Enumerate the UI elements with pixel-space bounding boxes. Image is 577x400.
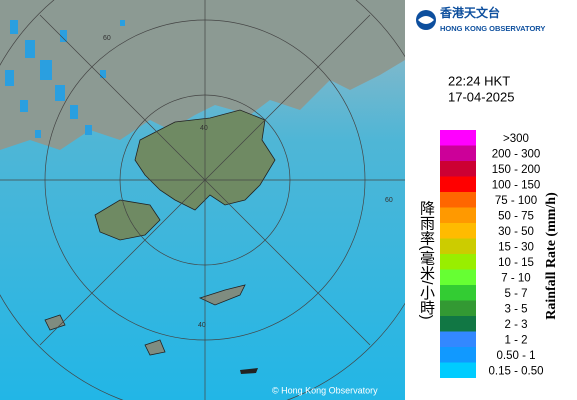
- legend-label: 0.50 - 1: [497, 350, 536, 362]
- ring-label: 40: [200, 125, 208, 132]
- lantau: [94, 199, 161, 241]
- legend-label: 2 - 3: [504, 319, 527, 331]
- legend-label: 1 - 2: [504, 334, 527, 346]
- legend-label: 0.15 - 0.50: [489, 365, 544, 377]
- legend-label: 10 - 15: [498, 257, 534, 269]
- range-rings: [0, 0, 405, 400]
- copyright: © Hong Kong Observatory: [272, 385, 378, 395]
- legend-label: 30 - 50: [498, 226, 534, 238]
- radar-map: 60 40 60 40 © Hong Kong Observatory: [0, 0, 405, 400]
- logo: 香港天文台 HONG KONG OBSERVATORY: [416, 5, 545, 33]
- legend-label: 3 - 5: [504, 303, 527, 315]
- legend-swatch: [440, 223, 476, 239]
- date: 17-04-2025: [448, 89, 515, 104]
- legend-label: >300: [503, 133, 529, 145]
- legend-swatch: [440, 362, 476, 378]
- ring-label: 60: [103, 35, 111, 42]
- island: [240, 368, 258, 374]
- legend-title-english: Rainfall Rate (mm/h): [544, 192, 559, 320]
- legend: >300 200 - 300 150 - 200 100 - 150 75 - 100 5…: [440, 130, 543, 378]
- island: [198, 284, 246, 306]
- legend-swatch: [440, 347, 476, 363]
- legend-label: 7 - 10: [501, 272, 530, 284]
- island: [44, 314, 66, 331]
- legend-label: 200 - 300: [492, 148, 541, 160]
- legend-label: 50 - 75: [498, 210, 534, 222]
- legend-swatch: [440, 192, 476, 208]
- legend-swatch: [440, 145, 476, 161]
- legend-swatch: [440, 254, 476, 270]
- legend-swatch: [440, 285, 476, 301]
- legend-swatch: [440, 238, 476, 254]
- legend-swatch: [440, 176, 476, 192]
- mainland: [0, 0, 405, 150]
- legend-swatch: [440, 161, 476, 177]
- legend-label: 15 - 30: [498, 241, 534, 253]
- legend-swatch: [440, 300, 476, 316]
- logo-english: HONG KONG OBSERVATORY: [440, 24, 545, 33]
- ring-label: 40: [198, 322, 206, 329]
- legend-label: 5 - 7: [504, 288, 527, 300]
- legend-swatch: [440, 316, 476, 332]
- logo-chinese: 香港天文台: [439, 5, 500, 20]
- legend-label: 150 - 200: [492, 164, 541, 176]
- legend-title-chinese: 降雨率(毫米/小時): [418, 200, 435, 319]
- ring-label: 60: [385, 197, 393, 204]
- legend-swatch: [440, 207, 476, 223]
- legend-swatch: [440, 331, 476, 347]
- legend-swatch: [440, 269, 476, 285]
- island: [144, 339, 166, 356]
- legend-swatch: [440, 130, 476, 146]
- time: 22:24 HKT: [448, 73, 510, 88]
- rain-echoes: [5, 20, 125, 138]
- legend-label: 100 - 150: [492, 179, 541, 191]
- legend-label: 75 - 100: [495, 195, 537, 207]
